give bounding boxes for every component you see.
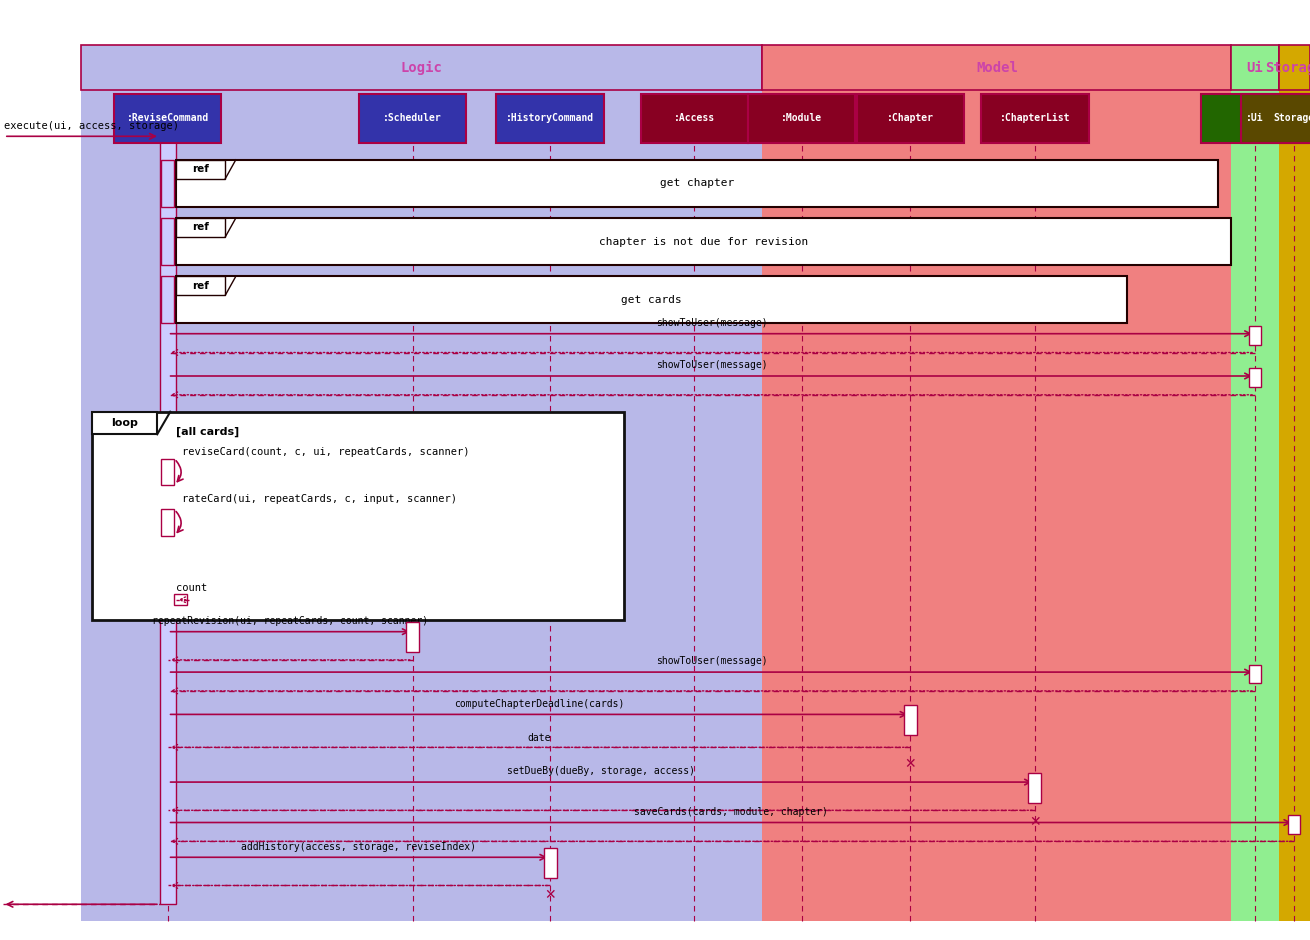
Text: showToUser(message): showToUser(message) bbox=[655, 656, 768, 666]
Text: ✕: ✕ bbox=[545, 888, 555, 901]
FancyBboxPatch shape bbox=[161, 509, 174, 536]
FancyBboxPatch shape bbox=[161, 218, 174, 265]
FancyBboxPatch shape bbox=[176, 160, 1218, 207]
Text: ref: ref bbox=[193, 281, 208, 290]
FancyBboxPatch shape bbox=[161, 160, 174, 207]
FancyBboxPatch shape bbox=[1250, 665, 1260, 683]
FancyBboxPatch shape bbox=[161, 276, 174, 323]
FancyBboxPatch shape bbox=[1250, 326, 1260, 345]
FancyBboxPatch shape bbox=[359, 94, 466, 143]
FancyBboxPatch shape bbox=[1250, 368, 1260, 387]
FancyBboxPatch shape bbox=[176, 276, 1127, 323]
FancyBboxPatch shape bbox=[748, 94, 855, 143]
FancyBboxPatch shape bbox=[81, 90, 762, 921]
FancyBboxPatch shape bbox=[1241, 94, 1310, 143]
Text: showToUser(message): showToUser(message) bbox=[655, 360, 768, 370]
Text: :Access: :Access bbox=[673, 114, 715, 123]
FancyBboxPatch shape bbox=[904, 705, 917, 735]
FancyBboxPatch shape bbox=[544, 848, 557, 878]
Text: rateCard(ui, repeatCards, c, input, scanner): rateCard(ui, repeatCards, c, input, scan… bbox=[182, 494, 457, 505]
Text: execute(ui, access, storage): execute(ui, access, storage) bbox=[4, 120, 179, 131]
FancyBboxPatch shape bbox=[762, 45, 1231, 90]
Text: chapter is not due for revision: chapter is not due for revision bbox=[599, 237, 808, 246]
Text: loop: loop bbox=[111, 418, 138, 428]
FancyBboxPatch shape bbox=[1279, 45, 1310, 90]
FancyBboxPatch shape bbox=[176, 276, 225, 295]
Text: ref: ref bbox=[193, 164, 208, 174]
FancyBboxPatch shape bbox=[160, 136, 176, 904]
Text: Storage: Storage bbox=[1265, 61, 1310, 74]
Text: Model: Model bbox=[976, 61, 1018, 74]
FancyBboxPatch shape bbox=[81, 45, 762, 90]
FancyBboxPatch shape bbox=[1028, 773, 1041, 803]
FancyBboxPatch shape bbox=[857, 94, 964, 143]
Text: saveCards(cards, module, chapter): saveCards(cards, module, chapter) bbox=[634, 807, 828, 817]
Text: ✕: ✕ bbox=[905, 758, 916, 771]
FancyBboxPatch shape bbox=[641, 94, 748, 143]
FancyBboxPatch shape bbox=[1231, 90, 1279, 921]
FancyBboxPatch shape bbox=[762, 90, 1231, 921]
Text: reviseCard(count, c, ui, repeatCards, scanner): reviseCard(count, c, ui, repeatCards, sc… bbox=[182, 447, 469, 458]
FancyBboxPatch shape bbox=[92, 412, 624, 620]
FancyBboxPatch shape bbox=[161, 459, 174, 485]
FancyBboxPatch shape bbox=[496, 94, 604, 143]
FancyBboxPatch shape bbox=[174, 594, 187, 605]
FancyBboxPatch shape bbox=[406, 622, 419, 652]
Text: count: count bbox=[176, 583, 207, 593]
Text: Logic: Logic bbox=[401, 60, 443, 75]
Text: :HistoryCommand: :HistoryCommand bbox=[506, 114, 595, 123]
Text: date: date bbox=[528, 732, 550, 743]
FancyBboxPatch shape bbox=[114, 94, 221, 143]
Text: showToUser(message): showToUser(message) bbox=[655, 318, 768, 328]
Text: :ReviseCommand: :ReviseCommand bbox=[127, 114, 208, 123]
Text: computeChapterDeadline(cards): computeChapterDeadline(cards) bbox=[453, 698, 625, 709]
Text: Ui: Ui bbox=[1247, 61, 1263, 74]
Text: ✕: ✕ bbox=[1030, 815, 1040, 828]
FancyBboxPatch shape bbox=[176, 160, 225, 179]
FancyBboxPatch shape bbox=[92, 412, 157, 434]
Text: :Module: :Module bbox=[781, 114, 823, 123]
Text: setDueBy(dueBy, storage, access): setDueBy(dueBy, storage, access) bbox=[507, 766, 696, 776]
Text: get cards: get cards bbox=[621, 295, 681, 305]
Text: repeatRevision(ui, repeatCards, count, scanner): repeatRevision(ui, repeatCards, count, s… bbox=[152, 616, 428, 626]
FancyBboxPatch shape bbox=[1231, 45, 1279, 90]
FancyBboxPatch shape bbox=[1279, 90, 1310, 921]
FancyBboxPatch shape bbox=[1201, 94, 1309, 143]
Text: :ChapterList: :ChapterList bbox=[1000, 114, 1070, 123]
Text: addHistory(access, storage, reviseIndex): addHistory(access, storage, reviseIndex) bbox=[241, 841, 477, 852]
Text: :Chapter: :Chapter bbox=[887, 114, 934, 123]
Text: get chapter: get chapter bbox=[660, 179, 734, 188]
FancyBboxPatch shape bbox=[1288, 815, 1300, 834]
Text: [all cards]: [all cards] bbox=[176, 427, 238, 437]
FancyBboxPatch shape bbox=[176, 218, 1231, 265]
FancyBboxPatch shape bbox=[176, 218, 225, 237]
Text: Storage: Storage bbox=[1273, 114, 1310, 123]
Text: :Scheduler: :Scheduler bbox=[384, 114, 441, 123]
Text: ref: ref bbox=[193, 223, 208, 232]
Text: :Ui: :Ui bbox=[1246, 114, 1264, 123]
FancyBboxPatch shape bbox=[981, 94, 1089, 143]
